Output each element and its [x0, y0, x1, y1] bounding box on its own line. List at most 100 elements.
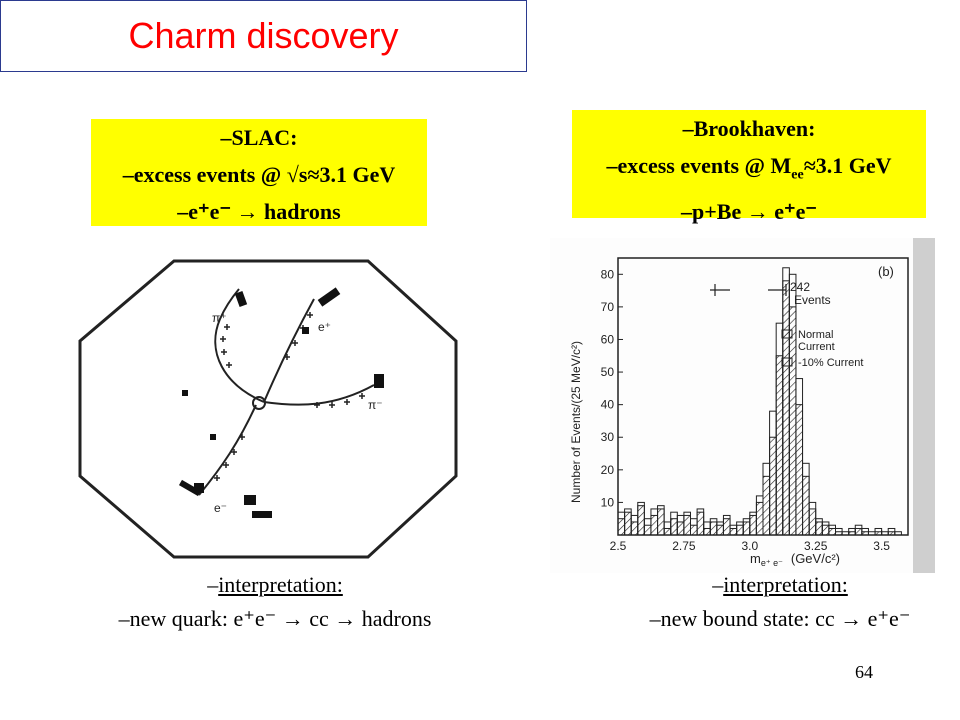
bar-normal-current [788, 306, 797, 536]
bar-normal-current [637, 505, 645, 536]
brookhaven-heading: –Brookhaven: [682, 116, 816, 141]
bar-normal-current [683, 514, 691, 536]
y-tick-label: 80 [601, 267, 615, 281]
bar-normal-current [854, 527, 863, 536]
legend-normal-1: Normal [798, 329, 833, 341]
bar-normal-current [663, 527, 672, 536]
brookhaven-summary-box: –Brookhaven: –excess events @ Mee≈3.1 Ge… [572, 110, 926, 224]
bar-normal-current [775, 355, 784, 536]
bar-normal-current [630, 521, 639, 536]
y-tick-label: 10 [601, 495, 615, 509]
series-hatched-bars [617, 280, 896, 536]
page-number: 64 [855, 662, 873, 682]
slac-interp-label: interpretation: [218, 572, 343, 597]
slac-heading: –SLAC: [220, 125, 298, 150]
y-tick-label: 60 [601, 332, 615, 346]
title-box: Charm discovery [0, 0, 527, 72]
legend-hatched-swatch [781, 329, 793, 339]
slac-interp-text: –new quark: e⁺e⁻ → cc → hadrons [118, 606, 432, 631]
bar-normal-current [709, 521, 718, 536]
legend-reduced-1: -10% Current [798, 357, 863, 369]
panel-label: (b) [878, 264, 894, 279]
y-tick-label: 70 [601, 300, 615, 314]
bar-normal-current [802, 475, 810, 536]
interaction-vertex [252, 396, 266, 410]
legend-normal-2: Current [798, 341, 835, 353]
slac-interpretation: –interpretation: –new quark: e⁺e⁻ → cc →… [80, 568, 470, 636]
bar-normal-current [815, 521, 823, 536]
label-pi-minus: π⁻ [368, 398, 383, 412]
events-count: 242 [790, 280, 810, 294]
bar-normal-current [749, 514, 757, 536]
y-tick-label: 30 [601, 430, 615, 444]
x-axis-ticks: 2.5 2.75 3.0 3.25 3.5 [610, 530, 890, 553]
brookhaven-interpretation: –interpretation: –new bound state: cc → … [580, 568, 960, 636]
track-e-plus [263, 298, 315, 403]
legend-open-swatch [781, 357, 793, 367]
bar-normal-current [624, 511, 632, 536]
track-e-minus [198, 404, 257, 496]
bnl-interp-dash: – [712, 572, 724, 597]
y-tick-label: 20 [601, 463, 615, 477]
bar-normal-current [808, 508, 817, 536]
slac-process: –e⁺e⁻ → hadrons [177, 199, 341, 224]
x-axis-label: me⁺ e⁻ (GeV/c²) [750, 551, 840, 568]
slac-summary-box: –SLAC: –excess events @ √s≈3.1 GeV –e⁺e⁻… [91, 119, 427, 226]
bar-normal-current [887, 531, 896, 536]
label-e-minus: e⁻ [214, 501, 227, 515]
bnl-interp-text: –new bound state: cc → e⁺e⁻ [649, 606, 911, 631]
label-e-plus: e⁺ [318, 320, 331, 334]
bar-normal-current [716, 524, 724, 536]
bar-normal-current [729, 527, 738, 536]
brookhaven-process: –p+Be → e⁺e⁻ [681, 199, 817, 225]
bar-normal-current [657, 508, 665, 536]
bar-normal-current [670, 518, 678, 536]
bar-normal-current [722, 518, 731, 536]
detector-octagon [78, 259, 458, 559]
bar-normal-current [703, 527, 711, 536]
bar-normal-current [690, 524, 698, 536]
bar-normal-current [762, 475, 771, 536]
bar-normal-current [769, 436, 777, 536]
bar-normal-current [617, 518, 626, 536]
bar-normal-current [861, 531, 869, 536]
y-axis-label: Number of Events/(25 MeV/c²) [569, 341, 583, 503]
bnl-interp-heading: –interpretation: [580, 568, 960, 602]
y-tick-label: 50 [601, 365, 615, 379]
bnl-interp-label: interpretation: [723, 572, 848, 597]
bar-normal-current [835, 531, 843, 536]
x-axis-label-m: m [750, 551, 761, 566]
x-tick-label: 2.5 [610, 539, 627, 553]
brookhaven-excess-sub: ee [791, 167, 804, 183]
slac-interp-heading: –interpretation: [80, 568, 470, 602]
bar-normal-current [828, 527, 836, 536]
bar-normal-current [650, 514, 659, 536]
bar-normal-current [676, 521, 685, 536]
bar-normal-current [643, 524, 652, 536]
bar-normal-current [742, 521, 751, 536]
calorimeter-hits [178, 287, 384, 518]
legend: Normal Current -10% Current [781, 329, 863, 369]
bar-normal-current [736, 524, 744, 536]
x-tick-label: 3.25 [804, 539, 828, 553]
x-axis-label-sub: e⁺ e⁻ [761, 558, 783, 568]
brookhaven-histogram: 10 20 30 40 50 60 70 80 2.5 2.75 3.0 3.25 3.5 (b) 2… [550, 238, 935, 573]
slac-interp-dash: – [207, 572, 219, 597]
x-tick-label: 3.0 [741, 539, 758, 553]
bar-normal-current [696, 511, 705, 536]
bar-normal-current [795, 404, 804, 536]
bar-normal-current [848, 531, 856, 536]
slide-title: Charm discovery [128, 15, 399, 56]
bar-normal-current [782, 280, 790, 536]
brookhaven-excess-pre: –excess events @ M [606, 153, 792, 178]
x-axis-label-unit: (GeV/c²) [791, 551, 840, 566]
x-tick-label: 3.5 [873, 539, 890, 553]
x-tick-label: 2.75 [672, 539, 696, 553]
bar-normal-current [755, 501, 764, 536]
y-axis-ticks: 10 20 30 40 50 60 70 80 [601, 267, 623, 509]
track-pi-plus [214, 288, 265, 403]
brookhaven-excess-post: ≈3.1 GeV [803, 153, 892, 178]
brookhaven-excess-events: –excess events @ Mee≈3.1 GeV [572, 147, 926, 193]
slac-excess-events: –excess events @ √s≈3.1 GeV [122, 162, 396, 187]
slac-event-display: π⁺ e⁺ π⁻ e⁻ [74, 257, 464, 562]
